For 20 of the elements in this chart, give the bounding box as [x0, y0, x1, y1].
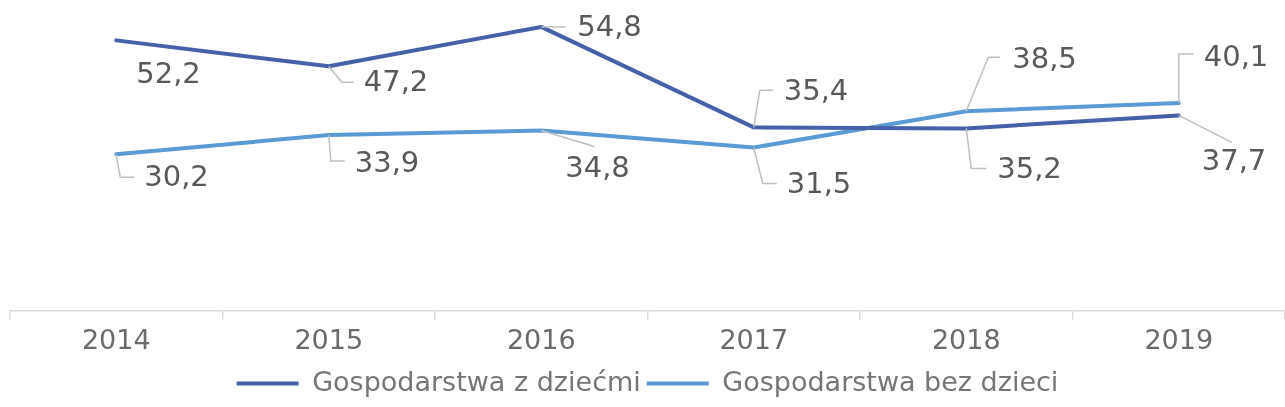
x-tick-label: 2015	[294, 323, 364, 355]
x-tick-label: 2016	[506, 323, 576, 355]
x-tick-label: 2018	[931, 323, 1001, 355]
data-label: 30,2	[144, 158, 209, 193]
x-tick-label: 2017	[719, 323, 789, 355]
data-label: 35,4	[783, 72, 849, 107]
data-label: 40,1	[1203, 38, 1269, 73]
x-tick-label: 2014	[81, 323, 151, 355]
data-label: 38,5	[1012, 40, 1077, 75]
legend-label: Gospodarstwa bez dzieci	[722, 365, 1059, 397]
data-label: 35,2	[997, 150, 1062, 185]
x-tick-label: 2019	[1144, 323, 1214, 355]
data-label: 33,9	[354, 144, 420, 179]
data-label: 54,8	[577, 9, 642, 44]
legend-label: Gospodarstwa z dziećmi	[312, 365, 641, 397]
data-label: 52,2	[136, 55, 201, 90]
data-label: 34,8	[565, 149, 630, 184]
data-label: 31,5	[786, 166, 852, 201]
data-label: 37,7	[1201, 142, 1267, 177]
data-label: 47,2	[363, 63, 429, 98]
